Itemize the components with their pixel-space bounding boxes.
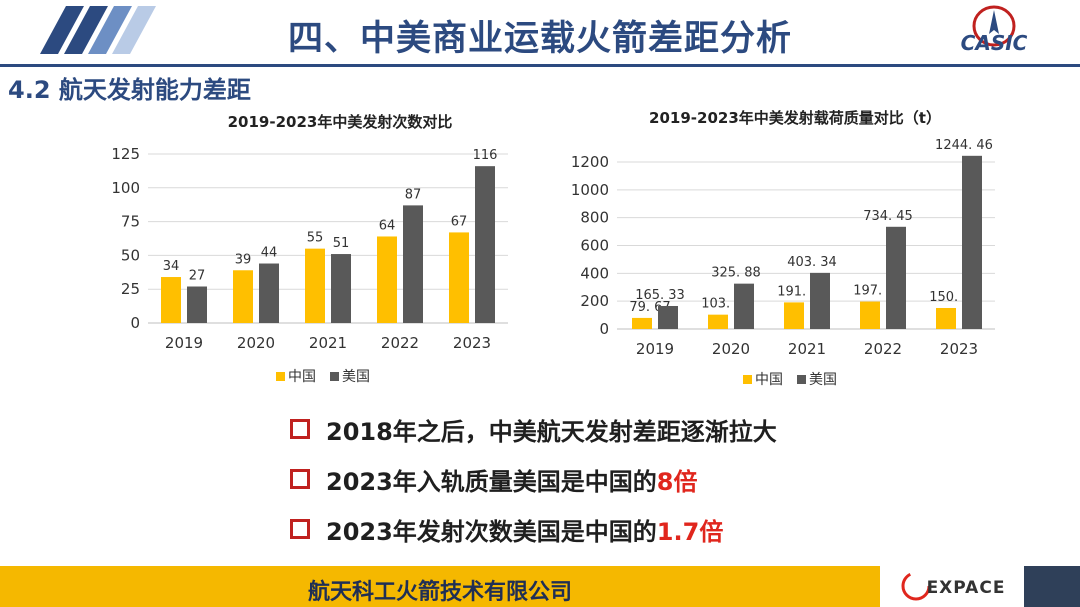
key-findings-list: 2018年之后，中美航天发射差距逐渐拉大 2023年入轨质量美国是中国的 8倍 2… bbox=[290, 404, 777, 554]
x-tick-label: 2022 bbox=[381, 334, 419, 352]
slide-title: 四、中美商业运载火箭差距分析 bbox=[287, 19, 792, 59]
x-tick-label: 2023 bbox=[940, 340, 978, 358]
casic-logo-text: CASIC bbox=[961, 31, 1028, 55]
x-tick-label: 2022 bbox=[864, 340, 902, 358]
bar-美国 bbox=[187, 286, 207, 323]
square-bullet-icon bbox=[290, 419, 310, 439]
finding-item: 2018年之后，中美航天发射差距逐渐拉大 bbox=[290, 404, 777, 454]
bar-美国 bbox=[658, 305, 678, 329]
x-tick-label: 2020 bbox=[237, 334, 275, 352]
legend-swatch bbox=[330, 372, 339, 381]
data-label: 87 bbox=[405, 187, 422, 202]
y-tick-label: 600 bbox=[580, 237, 609, 255]
square-bullet-icon bbox=[290, 519, 310, 539]
legend-label: 美国 bbox=[342, 369, 370, 385]
data-label: 325. 88 bbox=[711, 266, 761, 281]
data-label: 64 bbox=[379, 218, 396, 233]
y-tick-label: 400 bbox=[580, 264, 609, 282]
y-tick-label: 0 bbox=[130, 314, 140, 332]
x-tick-label: 2020 bbox=[712, 340, 750, 358]
bar-美国 bbox=[810, 272, 830, 329]
x-tick-label: 2023 bbox=[453, 334, 491, 352]
legend-swatch bbox=[743, 375, 752, 384]
footer-dark-block bbox=[1024, 566, 1080, 607]
bar-中国 bbox=[161, 277, 181, 323]
legend-label: 中国 bbox=[755, 372, 783, 388]
data-label: 39 bbox=[235, 252, 252, 267]
bar-中国 bbox=[708, 314, 728, 329]
data-label: 116 bbox=[473, 148, 498, 163]
bar-美国 bbox=[886, 226, 906, 329]
y-tick-label: 50 bbox=[121, 246, 140, 264]
finding-highlight: 1.7倍 bbox=[656, 517, 724, 546]
y-tick-label: 0 bbox=[599, 320, 609, 338]
x-tick-label: 2021 bbox=[309, 334, 347, 352]
legend-swatch bbox=[797, 375, 806, 384]
bar-美国 bbox=[259, 263, 279, 323]
y-tick-label: 25 bbox=[121, 280, 140, 298]
data-label: 165. 33 bbox=[635, 288, 685, 303]
bar-中国 bbox=[377, 236, 397, 323]
bar-美国 bbox=[734, 283, 754, 329]
expace-logo-text: EXPACE bbox=[927, 578, 1006, 598]
launches-bar-chart: 0 25 50 75 100 125 34 27 2019 39 44 2020 55 51 2021 64 8… bbox=[111, 145, 508, 385]
bar-美国 bbox=[331, 254, 351, 323]
bar-美国 bbox=[403, 205, 423, 323]
data-label: 51 bbox=[333, 236, 350, 251]
y-tick-label: 100 bbox=[111, 179, 140, 197]
footer-company-name: 航天科工火箭技术有限公司 bbox=[307, 580, 572, 605]
bar-美国 bbox=[475, 166, 495, 323]
finding-highlight: 8倍 bbox=[656, 467, 698, 496]
launches-chart-title: 2019-2023年中美发射次数对比 bbox=[227, 113, 453, 131]
data-label: 55 bbox=[307, 231, 324, 246]
data-label: 67 bbox=[451, 214, 468, 229]
data-label: 734. 45 bbox=[863, 209, 913, 224]
bar-中国 bbox=[305, 248, 325, 323]
finding-item: 2023年入轨质量美国是中国的 8倍 bbox=[290, 454, 777, 504]
y-tick-label: 800 bbox=[580, 209, 609, 227]
payload-chart-title: 2019-2023年中美发射载荷质量对比（t） bbox=[649, 109, 941, 127]
bar-中国 bbox=[860, 301, 880, 329]
section-title: 4.2 航天发射能力差距 bbox=[8, 76, 251, 104]
square-bullet-icon bbox=[290, 469, 310, 489]
bar-美国 bbox=[962, 155, 982, 329]
y-tick-label: 1200 bbox=[571, 153, 609, 171]
bar-中国 bbox=[936, 307, 956, 329]
data-label: 1244. 46 bbox=[935, 138, 993, 153]
finding-item: 2023年发射次数美国是中国的 1.7倍 bbox=[290, 504, 777, 554]
header-stripes-decoration bbox=[40, 6, 156, 54]
legend-label: 中国 bbox=[288, 369, 316, 385]
data-label: 403. 34 bbox=[787, 255, 837, 270]
finding-text: 2023年入轨质量美国是中国的 bbox=[326, 467, 657, 496]
y-tick-label: 200 bbox=[580, 292, 609, 310]
footer-bar bbox=[0, 566, 880, 607]
data-label: 34 bbox=[163, 259, 180, 274]
slide-header: 四、中美商业运载火箭差距分析 CASIC bbox=[0, 0, 1080, 67]
data-label: 44 bbox=[261, 246, 278, 261]
legend-label: 美国 bbox=[809, 372, 837, 388]
bar-中国 bbox=[784, 302, 804, 329]
x-tick-label: 2019 bbox=[636, 340, 674, 358]
bar-中国 bbox=[632, 317, 652, 329]
y-tick-label: 1000 bbox=[571, 181, 609, 199]
x-tick-label: 2021 bbox=[788, 340, 826, 358]
x-tick-label: 2019 bbox=[165, 334, 203, 352]
finding-text: 2018年之后，中美航天发射差距逐渐拉大 bbox=[326, 417, 777, 446]
finding-text: 2023年发射次数美国是中国的 bbox=[326, 517, 657, 546]
y-tick-label: 75 bbox=[121, 213, 140, 231]
expace-logo: EXPACE bbox=[901, 571, 1006, 601]
y-tick-label: 125 bbox=[111, 145, 140, 163]
bar-中国 bbox=[449, 232, 469, 323]
bar-中国 bbox=[233, 270, 253, 323]
legend-swatch bbox=[276, 372, 285, 381]
header-divider bbox=[0, 64, 1080, 67]
data-label: 27 bbox=[189, 268, 206, 283]
casic-logo: CASIC bbox=[961, 5, 1028, 55]
